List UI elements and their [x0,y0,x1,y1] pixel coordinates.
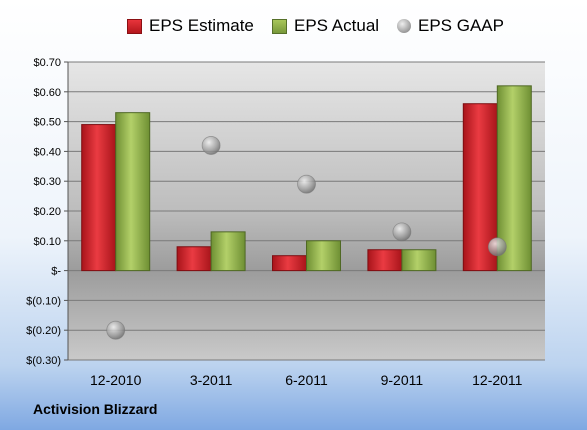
x-tick-label: 3-2011 [190,372,233,388]
x-tick-label: 12-2010 [90,372,142,388]
y-tick-label: $0.30 [33,176,61,188]
x-tick-label: 6-2011 [285,372,328,388]
bar-eps-actual [306,240,341,272]
point-eps-gaap [297,174,316,194]
y-tick-label: $(0.30) [26,355,61,367]
bar-eps-estimate [367,249,403,272]
y-tick-label: $0.70 [33,57,61,69]
y-tick-label: $0.20 [33,206,61,218]
legend-swatch-actual [272,18,287,34]
legend-item-eps-gaap: EPS GAAP [397,16,504,36]
x-tick-label: 9-2011 [381,372,424,388]
company-name: Activision Blizzard [33,401,158,417]
legend-label-estimate: EPS Estimate [149,16,254,35]
point-eps-gaap [106,320,126,340]
point-eps-gaap [201,136,221,155]
bar-eps-estimate [176,246,212,272]
legend-swatch-gaap [397,19,411,33]
y-tick-label: $0.40 [33,146,61,158]
legend-label-gaap: EPS GAAP [418,16,504,35]
y-tick-label: $- [51,266,61,278]
bar-eps-actual [210,231,246,272]
legend: EPS Estimate EPS Actual EPS GAAP [0,16,587,42]
bar-eps-estimate [81,124,117,272]
y-tick-label: $(0.10) [26,295,61,307]
legend-swatch-estimate [127,18,142,34]
point-eps-gaap [487,237,507,257]
bar-eps-actual [115,112,151,272]
legend-item-eps-estimate: EPS Estimate [127,16,254,36]
legend-item-eps-actual: EPS Actual [272,16,379,36]
bar-eps-estimate [272,255,307,272]
bar-eps-actual [401,249,437,272]
y-tick-label: $0.50 [33,117,61,129]
point-eps-gaap [392,222,412,242]
y-tick-label: $(0.20) [26,325,61,337]
legend-label-actual: EPS Actual [294,16,380,35]
x-tick-label: 12-2011 [472,372,523,388]
y-tick-label: $0.60 [33,87,61,99]
y-tick-label: $0.10 [33,236,61,248]
